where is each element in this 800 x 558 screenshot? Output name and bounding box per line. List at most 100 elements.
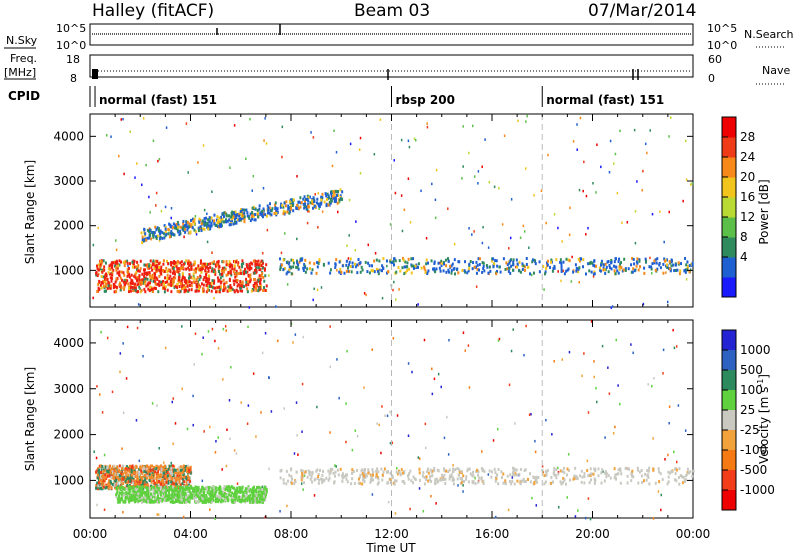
heatmap-cell	[417, 303, 419, 306]
heatmap-cell	[262, 289, 264, 292]
heatmap-cell	[290, 467, 292, 470]
heatmap-cell	[447, 269, 449, 272]
heatmap-cell	[137, 264, 139, 267]
heatmap-cell	[96, 385, 98, 388]
heatmap-cell	[149, 469, 151, 472]
heatmap-cell	[225, 220, 227, 223]
heatmap-cell	[497, 482, 499, 485]
heatmap-cell	[186, 122, 188, 125]
heatmap-cell	[531, 497, 533, 500]
heatmap-cell	[127, 265, 129, 268]
heatmap-cell	[499, 266, 501, 269]
heatmap-cell	[481, 166, 483, 169]
heatmap-cell	[456, 267, 458, 270]
heatmap-cell	[222, 289, 224, 292]
heatmap-cell	[220, 500, 222, 503]
heatmap-cell	[294, 480, 296, 483]
heatmap-cell	[191, 495, 193, 498]
colorbar-tick-label: 24	[740, 150, 755, 164]
heatmap-cell	[668, 476, 670, 479]
heatmap-cell	[104, 454, 106, 457]
heatmap-cell	[224, 492, 226, 495]
heatmap-cell	[219, 220, 221, 223]
heatmap-cell	[261, 274, 263, 277]
heatmap-cell	[583, 352, 585, 355]
heatmap-cell	[251, 262, 253, 265]
heatmap-cell	[523, 225, 525, 228]
heatmap-cell	[338, 397, 340, 400]
heatmap-cell	[355, 249, 357, 252]
heatmap-cell	[518, 473, 520, 476]
heatmap-cell	[682, 481, 684, 484]
heatmap-cell	[581, 375, 583, 378]
heatmap-cell	[323, 264, 325, 267]
heatmap-cell	[595, 191, 597, 194]
heatmap-cell	[193, 280, 195, 283]
heatmap-cell	[160, 468, 162, 471]
heatmap-cell	[321, 481, 323, 484]
heatmap-cell	[120, 261, 122, 264]
heatmap-cell	[630, 479, 632, 482]
heatmap-cell	[473, 230, 475, 233]
heatmap-cell	[498, 187, 500, 190]
heatmap-cell	[110, 480, 112, 483]
heatmap-cell	[97, 283, 99, 286]
heatmap-cell	[103, 265, 105, 268]
heatmap-cell	[614, 426, 616, 429]
heatmap-cell	[229, 266, 231, 269]
heatmap-cell	[627, 475, 629, 478]
heatmap-cell	[427, 468, 429, 471]
heatmap-cell	[549, 266, 551, 269]
heatmap-cell	[121, 447, 123, 450]
heatmap-cell	[139, 494, 141, 497]
heatmap-cell	[328, 262, 330, 265]
heatmap-cell	[97, 484, 99, 487]
heatmap-cell	[165, 233, 167, 236]
heatmap-cell	[104, 508, 106, 511]
heatmap-cell	[419, 457, 421, 460]
heatmap-cell	[257, 260, 259, 263]
nsearch-tick-high: 10^5	[707, 22, 737, 35]
heatmap-cell	[114, 262, 116, 265]
y-tick-label: 4000	[53, 336, 84, 350]
heatmap-cell	[555, 476, 557, 479]
heatmap-cell	[408, 362, 410, 365]
heatmap-cell	[316, 261, 318, 264]
heatmap-cell	[136, 261, 138, 264]
heatmap-cell	[679, 272, 681, 275]
heatmap-cell	[434, 378, 436, 381]
heatmap-cell	[177, 271, 179, 274]
heatmap-cell	[377, 270, 379, 273]
heatmap-cell	[493, 439, 495, 442]
heatmap-cell	[680, 262, 682, 265]
heatmap-cell	[612, 305, 614, 308]
heatmap-cell	[367, 262, 369, 265]
heatmap-cell	[248, 487, 250, 490]
heatmap-cell	[188, 487, 190, 490]
heatmap-cell	[319, 469, 321, 472]
heatmap-cell	[240, 272, 242, 275]
heatmap-cell	[268, 376, 270, 379]
heatmap-cell	[197, 276, 199, 279]
heatmap-cell	[113, 477, 115, 480]
heatmap-cell	[240, 269, 242, 272]
heatmap-cell	[296, 434, 298, 437]
heatmap-cell	[260, 411, 262, 414]
heatmap-cell	[433, 262, 435, 265]
heatmap-cell	[408, 140, 410, 143]
heatmap-cell	[190, 265, 192, 268]
heatmap-cell	[165, 347, 167, 350]
heatmap-cell	[348, 257, 350, 260]
heatmap-cell	[229, 399, 231, 402]
heatmap-cell	[156, 404, 158, 407]
heatmap-cell	[128, 287, 130, 290]
heatmap-cell	[142, 480, 144, 483]
heatmap-cell	[141, 501, 143, 504]
heatmap-cell	[102, 470, 104, 473]
heatmap-cell	[615, 265, 617, 268]
heatmap-cell	[258, 486, 260, 489]
heatmap-cell	[434, 270, 436, 273]
heatmap-cell	[529, 472, 531, 475]
heatmap-cell	[148, 496, 150, 499]
